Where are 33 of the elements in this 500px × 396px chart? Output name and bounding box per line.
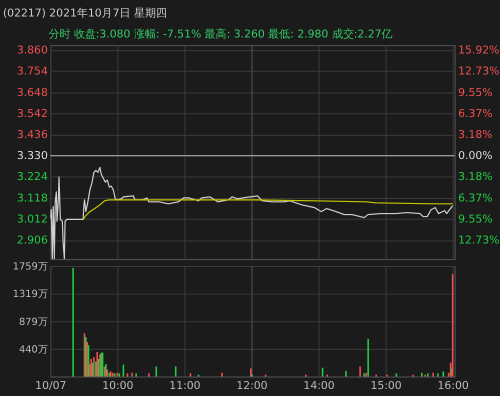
text: 15.92% [458,44,500,57]
x-tick-label: 12:00 [236,378,268,392]
y-tick-label: 3.754 [16,64,48,78]
y-tick-label: 3.012 [16,212,48,226]
text: 3.18% [458,170,493,184]
text: 6.37% [458,191,493,204]
x-tick-label: 11:00 [169,378,201,392]
x-tick-label: 14:00 [303,378,335,392]
x-tick-label: 15:00 [370,378,402,392]
text: 0.00% [458,149,493,162]
y-tick-label: 3.330 [16,149,48,162]
y-tick-label: 440万 [19,344,48,356]
text: 3.18% [458,128,493,142]
y-tick-label: 1319万 [12,289,48,300]
y-tick-label: 3.648 [16,86,48,99]
text: 9.55% [458,212,493,226]
x-tick-label: 16:00 [438,378,469,392]
text: 12.73% [458,64,500,78]
text: 12.73% [458,233,500,246]
y-tick-label: 3.860 [16,44,48,57]
x-tick-label: 10:00 [102,378,134,392]
y-tick-label: 3.118 [16,191,48,204]
y-tick-label: 1759万 [12,262,48,273]
text: 6.37% [458,106,493,120]
y-tick-label: 879万 [19,316,48,328]
y-tick-label: 3.436 [16,128,48,142]
text: 9.55% [458,86,493,99]
x-tick-label: 10/07 [35,378,66,392]
chart-title: (02217) 2021年10月7日 星期四 [2,6,167,20]
y-tick-label: 3.224 [16,170,48,184]
y-tick-label: 2.906 [16,234,48,247]
y-tick-label: 3.542 [16,106,48,120]
chart-subtitle: 分时 收盘:3.080 涨幅: -7.51% 最高: 3.260 最低: 2.980 成交:2.27亿 [48,27,393,40]
